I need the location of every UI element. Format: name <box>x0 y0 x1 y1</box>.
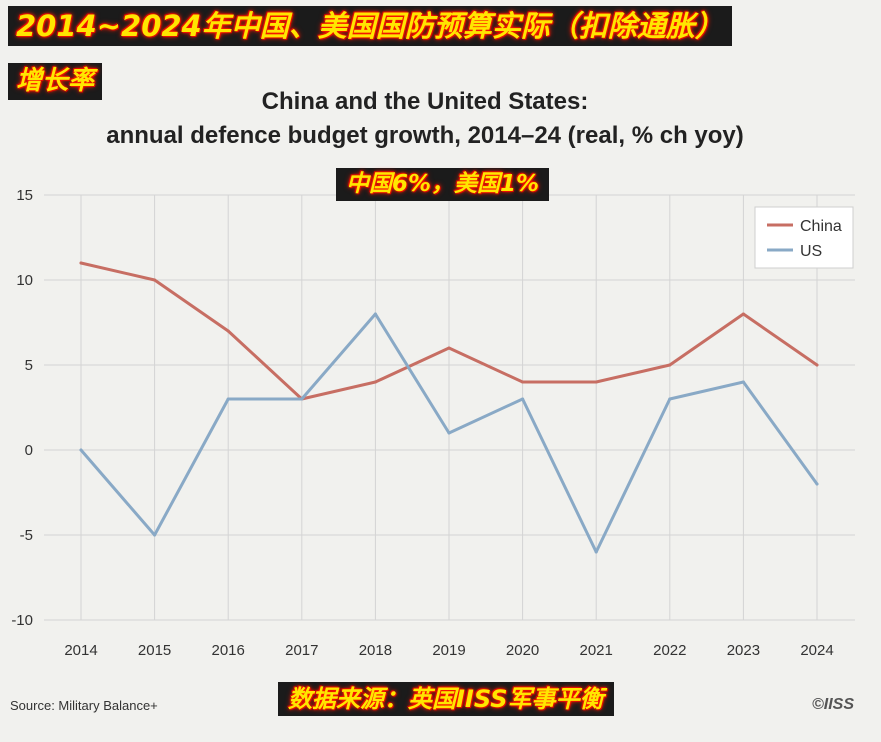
data-point-china <box>815 363 819 367</box>
chart-subtitle: annual defence budget growth, 2014–24 (r… <box>106 122 744 149</box>
data-point-us <box>815 482 819 486</box>
x-tick-label: 2016 <box>212 642 245 659</box>
series-lines <box>79 261 819 554</box>
data-point-china <box>594 380 598 384</box>
y-tick-label: 0 <box>25 442 33 459</box>
y-tick-label: 10 <box>16 272 33 289</box>
legend-box <box>754 206 854 269</box>
chart-title: China and the United States: <box>261 88 589 115</box>
x-tick-label: 2019 <box>432 642 465 659</box>
chinese-title-banner-line1: 2014~2024年中国、美国国防预算实际（扣除通胀） <box>8 6 732 46</box>
data-point-china <box>226 329 230 333</box>
data-point-china <box>521 380 525 384</box>
data-point-us <box>373 312 377 316</box>
legend: China US <box>754 206 854 269</box>
data-point-us <box>153 533 157 537</box>
data-point-china <box>79 261 83 265</box>
data-point-us <box>594 550 598 554</box>
x-tick-label: 2018 <box>359 642 392 659</box>
x-tick-label: 2023 <box>727 642 760 659</box>
data-point-us <box>521 397 525 401</box>
x-tick-label: 2024 <box>800 642 833 659</box>
iiss-logo: ©IISS <box>812 696 855 713</box>
x-tick-label: 2017 <box>285 642 318 659</box>
x-tick-label: 2015 <box>138 642 171 659</box>
data-point-china <box>153 278 157 282</box>
y-tick-label: -10 <box>11 612 33 629</box>
data-point-china <box>447 346 451 350</box>
y-tick-label: -5 <box>20 527 33 544</box>
legend-label-us: US <box>800 243 822 260</box>
data-point-china <box>668 363 672 367</box>
x-tick-label: 2022 <box>653 642 686 659</box>
data-point-china <box>741 312 745 316</box>
grid-lines <box>44 194 855 621</box>
x-axis-ticks: 2014 2015 2016 2017 2018 2019 2020 2021 2022 2023… <box>64 642 833 659</box>
source-note: Source: Military Balance+ <box>10 698 158 713</box>
legend-label-china: China <box>800 218 842 235</box>
data-point-us <box>668 397 672 401</box>
data-point-us <box>447 431 451 435</box>
y-tick-label: 15 <box>16 187 33 204</box>
data-point-us <box>79 448 83 452</box>
data-point-china <box>373 380 377 384</box>
data-point-us <box>741 380 745 384</box>
y-tick-label: 5 <box>25 357 33 374</box>
x-tick-label: 2020 <box>506 642 539 659</box>
chinese-title-banner-line2: 增长率 <box>8 63 103 100</box>
highlight-banner: 中国6%，美国1% <box>336 168 550 201</box>
data-point-us <box>300 397 304 401</box>
data-point-us <box>226 397 230 401</box>
y-axis-ticks: 15 10 5 0 -5 -10 <box>11 187 33 629</box>
x-tick-label: 2021 <box>580 642 613 659</box>
x-tick-label: 2014 <box>64 642 97 659</box>
chinese-source-banner: 数据来源：英国IISS军事平衡 <box>278 682 614 716</box>
